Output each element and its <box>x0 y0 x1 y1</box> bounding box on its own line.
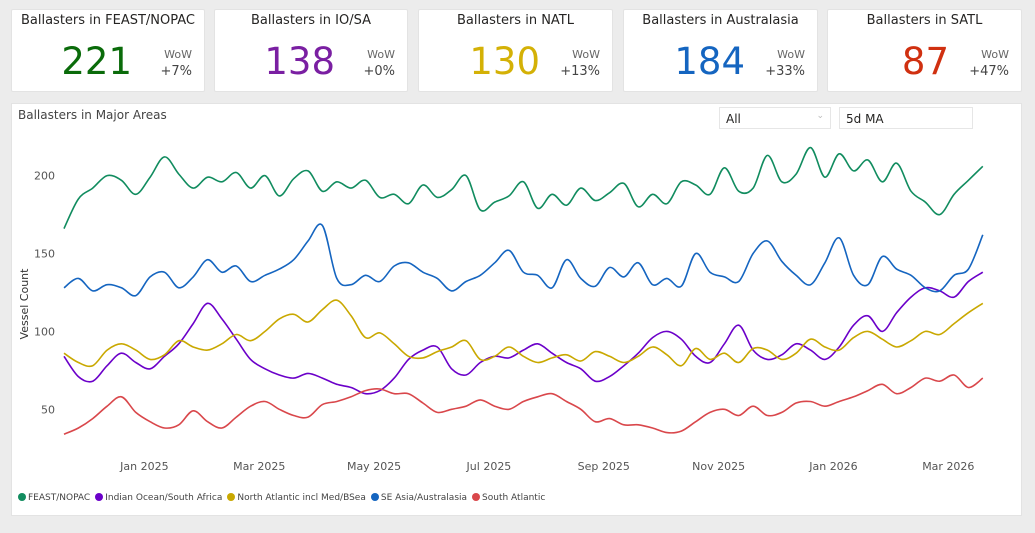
series-line-feast-nopac[interactable] <box>63 146 984 229</box>
smoothing-slicer[interactable]: 5d MA <box>839 107 973 129</box>
kpi-wow-value: +33% <box>765 64 805 79</box>
kpi-card-australasia: Ballasters in Australasia 184 WoW +33% <box>623 9 818 92</box>
kpi-value: 221 <box>61 40 132 83</box>
kpi-wow-value: +13% <box>560 64 600 79</box>
legend-dot-icon <box>472 493 481 501</box>
kpi-title: Ballasters in IO/SA <box>250 13 371 28</box>
y-tick-label: 100 <box>34 325 55 338</box>
kpi-wow-label: WoW <box>572 48 600 61</box>
series-line-north-atlantic-incl-med-bsea[interactable] <box>63 299 984 368</box>
x-tick-label: Sep 2025 <box>578 460 630 473</box>
legend-dot-icon <box>370 493 379 501</box>
legend-dot-icon <box>18 493 26 501</box>
kpi-title: Ballasters in Australasia <box>642 13 799 28</box>
kpi-title: Ballasters in NATL <box>457 13 574 28</box>
legend-dot-icon <box>227 493 236 501</box>
x-tick-label: Jul 2025 <box>466 460 512 473</box>
x-tick-label: Jan 2025 <box>119 460 168 473</box>
region-slicer-value: All <box>726 112 741 126</box>
series-line-se-asia-australasia[interactable] <box>63 223 984 297</box>
kpi-wow-label: WoW <box>777 48 805 61</box>
kpi-card-io-sa: Ballasters in IO/SA 138 WoW +0% <box>214 9 408 92</box>
legend-item[interactable]: Indian Ocean/South Africa <box>95 493 222 503</box>
x-tick-label: Nov 2025 <box>692 460 745 473</box>
kpi-value: 184 <box>674 40 745 83</box>
kpi-title: Ballasters in SATL <box>866 13 983 28</box>
y-tick-label: 150 <box>34 248 55 261</box>
series-line-indian-ocean-south-africa[interactable] <box>63 271 984 395</box>
kpi-wow-value: +47% <box>969 64 1009 79</box>
line-chart: Vessel Count 50 100 150 200 Jan 2025 Mar 202… <box>18 146 984 473</box>
legend-label: Indian Ocean/South Africa <box>105 493 223 503</box>
x-tick-label: Mar 2026 <box>922 460 974 473</box>
legend-label: South Atlantic <box>482 493 546 503</box>
y-axis-label: Vessel Count <box>18 268 31 340</box>
y-tick-label: 50 <box>41 403 55 416</box>
legend-label: FEAST/NOPAC <box>28 493 91 503</box>
x-tick-label: May 2025 <box>347 460 401 473</box>
chart-legend: FEAST/NOPAC Indian Ocean/South Africa Nort… <box>18 493 550 507</box>
kpi-card-feast: Ballasters in FEAST/NOPAC 221 WoW +7% <box>11 9 205 92</box>
kpi-value: 130 <box>469 40 540 83</box>
legend-label: North Atlantic incl Med/BSea <box>237 493 366 503</box>
chart-title: Ballasters in Major Areas <box>18 108 167 122</box>
y-tick-label: 200 <box>34 170 55 183</box>
x-tick-label: Mar 2025 <box>233 460 285 473</box>
legend-item[interactable]: North Atlantic incl Med/BSea <box>227 493 366 503</box>
kpi-wow-value: +7% <box>160 64 192 79</box>
chart-panel: Ballasters in Major Areas All ⌄ 5d MA Ve… <box>11 103 1022 516</box>
kpi-wow-value: +0% <box>363 64 395 79</box>
series-line-south-atlantic[interactable] <box>63 374 984 435</box>
kpi-value: 138 <box>264 40 335 83</box>
x-tick-label: Jan 2026 <box>808 460 857 473</box>
kpi-wow-label: WoW <box>981 48 1009 61</box>
kpi-value: 87 <box>901 40 949 83</box>
kpi-title: Ballasters in FEAST/NOPAC <box>20 13 196 28</box>
kpi-wow-label: WoW <box>164 48 192 61</box>
legend-label: SE Asia/Australasia <box>380 493 468 503</box>
kpi-card-satl: Ballasters in SATL 87 WoW +47% <box>827 9 1022 92</box>
kpi-card-natl: Ballasters in NATL 130 WoW +13% <box>418 9 613 92</box>
kpi-wow-label: WoW <box>367 48 395 61</box>
smoothing-slicer-value: 5d MA <box>846 112 884 126</box>
chevron-down-icon: ⌄ <box>816 111 824 121</box>
region-slicer[interactable]: All ⌄ <box>719 107 831 129</box>
legend-item[interactable]: FEAST/NOPAC <box>18 493 90 503</box>
legend-item[interactable]: SE Asia/Australasia <box>370 493 468 503</box>
legend-item[interactable]: South Atlantic <box>472 493 545 503</box>
legend-dot-icon <box>95 493 104 501</box>
